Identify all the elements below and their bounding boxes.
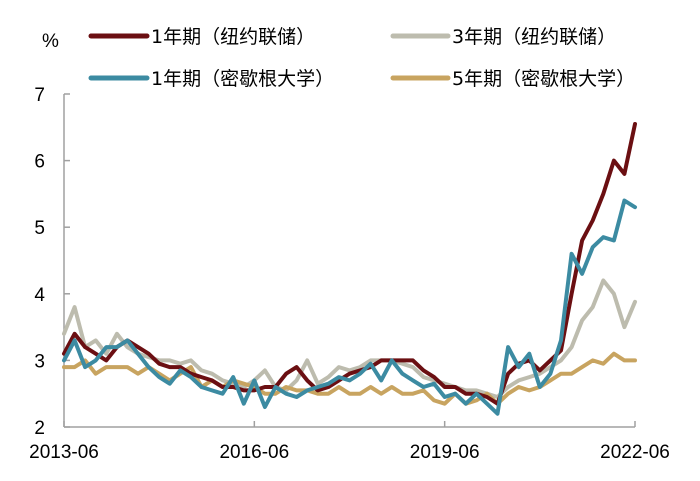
axes: 2 3 4 5 6 7 2013-06 2016-06 2019-06 2022-06 <box>29 85 670 463</box>
y-ticks: 2 3 4 5 6 7 <box>34 85 70 439</box>
y-tick-label: 6 <box>34 152 45 173</box>
series-line-ny-1y <box>62 122 637 406</box>
x-tick-label: 2016-06 <box>219 442 289 463</box>
y-tick-label: 4 <box>34 285 45 306</box>
x-tick-label: 2013-06 <box>29 442 99 463</box>
y-tick-label: 2 <box>34 418 45 439</box>
x-tick-label: 2019-06 <box>410 442 480 463</box>
legend-label-umich-1y: 1年期（密歇根大学） <box>151 68 334 90</box>
legend-label-ny-1y: 1年期（纽约联储） <box>151 26 315 48</box>
series-line-ny-3y <box>62 278 637 399</box>
y-tick-label: 7 <box>34 85 45 106</box>
legend-label-umich-5y: 5年期（密歇根大学） <box>452 68 635 90</box>
y-unit-label: % <box>42 31 59 52</box>
y-tick-label: 5 <box>34 218 45 239</box>
legend: 1年期（纽约联储） 3年期（纽约联储） 1年期（密歇根大学） 5年期（密歇根大学… <box>88 26 635 90</box>
legend-item-ny-3y: 3年期（纽约联储） <box>390 26 616 48</box>
y-tick-label: 3 <box>34 351 45 372</box>
legend-label-ny-3y: 3年期（纽约联储） <box>452 26 616 48</box>
legend-item-ny-1y: 1年期（纽约联储） <box>88 26 315 48</box>
series-line-umich-1y <box>62 198 637 416</box>
x-tick-label: 2022-06 <box>600 442 670 463</box>
series-lines <box>62 122 637 416</box>
legend-item-umich-5y: 5年期（密歇根大学） <box>390 68 635 90</box>
x-ticks: 2013-06 2016-06 2019-06 2022-06 <box>29 421 670 463</box>
legend-item-umich-1y: 1年期（密歇根大学） <box>88 68 334 90</box>
